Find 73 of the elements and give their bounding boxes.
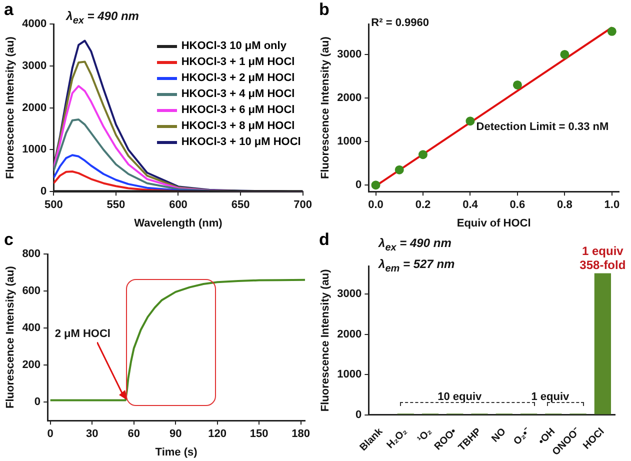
y-tick-label: 0 — [356, 408, 362, 421]
x-tick-label: 500 — [44, 199, 63, 212]
y-tick-label: 2000 — [337, 328, 362, 340]
chart-title: b — [319, 0, 330, 20]
x-tick-label: 1.0 — [604, 199, 620, 212]
y-tick-label: 3000 — [337, 288, 362, 300]
y-tick-label: 0 — [356, 179, 362, 192]
point — [607, 26, 616, 36]
annotation: 1 equiv 358-fold — [580, 244, 626, 272]
x-tick-label: 150 — [250, 428, 268, 440]
y-tick-label: 3000 — [22, 60, 47, 72]
legend-label: HKOCl-3 + 8 μM HOCl — [181, 120, 295, 132]
legend-label: HKOCl-3 + 10 μM HOCl — [181, 136, 301, 148]
x-axis-title: Time (s) — [155, 446, 198, 458]
x-axis-title: Wavelength (nm) — [134, 217, 223, 230]
chart-title: c — [4, 230, 14, 250]
x-tick-label: 0.0 — [368, 199, 384, 212]
chart-title: d — [319, 230, 330, 250]
point — [418, 150, 428, 160]
x-tick-label: •OH — [536, 426, 558, 448]
annotation: λ$_{ex}$ = 490 nm — [66, 8, 139, 26]
legend-label: HKOCl-3 10 μM only — [181, 40, 286, 52]
y-tick-label: 1000 — [337, 368, 362, 381]
y-tick-label: 2000 — [337, 92, 362, 104]
x-tick-label: 700 — [294, 199, 312, 212]
legend-label: HKOCl-3 + 4 μM HOCl — [181, 88, 295, 100]
x-tick-label: 180 — [292, 428, 310, 440]
x-tick-label: 0.2 — [415, 199, 431, 212]
point — [394, 165, 404, 174]
point — [512, 80, 522, 90]
annotation: R² = 0.9960 — [371, 17, 429, 30]
point — [466, 116, 475, 126]
annotation: Detection Limit = 0.33 nM — [476, 121, 609, 134]
y-tick-label: 1000 — [337, 136, 362, 148]
x-tick-label: 0.8 — [557, 199, 572, 212]
chart-title: a — [4, 0, 14, 20]
point — [371, 180, 380, 190]
y-axis-title: Fluorescence Intensity (au) — [4, 36, 17, 180]
annotation: 2 μM HOCl — [54, 328, 110, 340]
annotation: λ$_{em}$ = 527 nm — [378, 257, 455, 274]
x-tick-label: 0.4 — [462, 199, 479, 212]
y-tick-label: 600 — [22, 285, 41, 298]
annotation: 1 equiv — [531, 390, 570, 403]
y-tick-label: 1000 — [22, 144, 47, 156]
x-tick-label: ¹O₂ — [416, 426, 434, 446]
x-tick-label: 600 — [169, 199, 188, 212]
x-tick-label: 0.6 — [510, 199, 526, 212]
y-tick-label: 3000 — [337, 48, 362, 61]
x-tick-label: 550 — [106, 199, 126, 212]
y-tick-label: 0 — [40, 186, 47, 198]
x-axis-title: Equiv of HOCl — [456, 217, 531, 230]
legend-label: HKOCl-3 + 6 μM HOCl — [181, 104, 295, 116]
x-tick-label: 650 — [231, 199, 250, 212]
x-tick-label: O₂•⁻ — [512, 426, 534, 448]
y-axis-title: Fluorescence Intensity (au) — [320, 36, 332, 180]
y-axis-title: Fluorescence Intensity (au) — [320, 268, 332, 412]
x-tick-label: 90 — [169, 428, 182, 440]
x-tick-label: 60 — [128, 428, 140, 440]
y-tick-label: 4000 — [22, 18, 47, 30]
y-tick-label: 800 — [22, 248, 41, 260]
annotation: 10 equiv — [438, 390, 482, 403]
y-axis-title: Fluorescence Intensity (au) — [4, 266, 17, 409]
legend-label: HKOCl-3 + 2 μM HOCl — [181, 72, 295, 84]
x-tick-label: 120 — [208, 428, 227, 440]
x-tick-label: NO — [490, 426, 508, 445]
y-tick-label: 0 — [34, 396, 41, 408]
legend-label: HKOCl-3 + 1 μM HOCl — [181, 56, 295, 68]
x-tick-label: 30 — [86, 428, 98, 440]
point — [560, 50, 570, 59]
y-tick-label: 400 — [22, 322, 41, 334]
y-tick-label: 2000 — [22, 102, 47, 114]
y-tick-label: 200 — [22, 359, 41, 372]
text: λ$_{ex}$ = 490 nm — [378, 236, 452, 254]
